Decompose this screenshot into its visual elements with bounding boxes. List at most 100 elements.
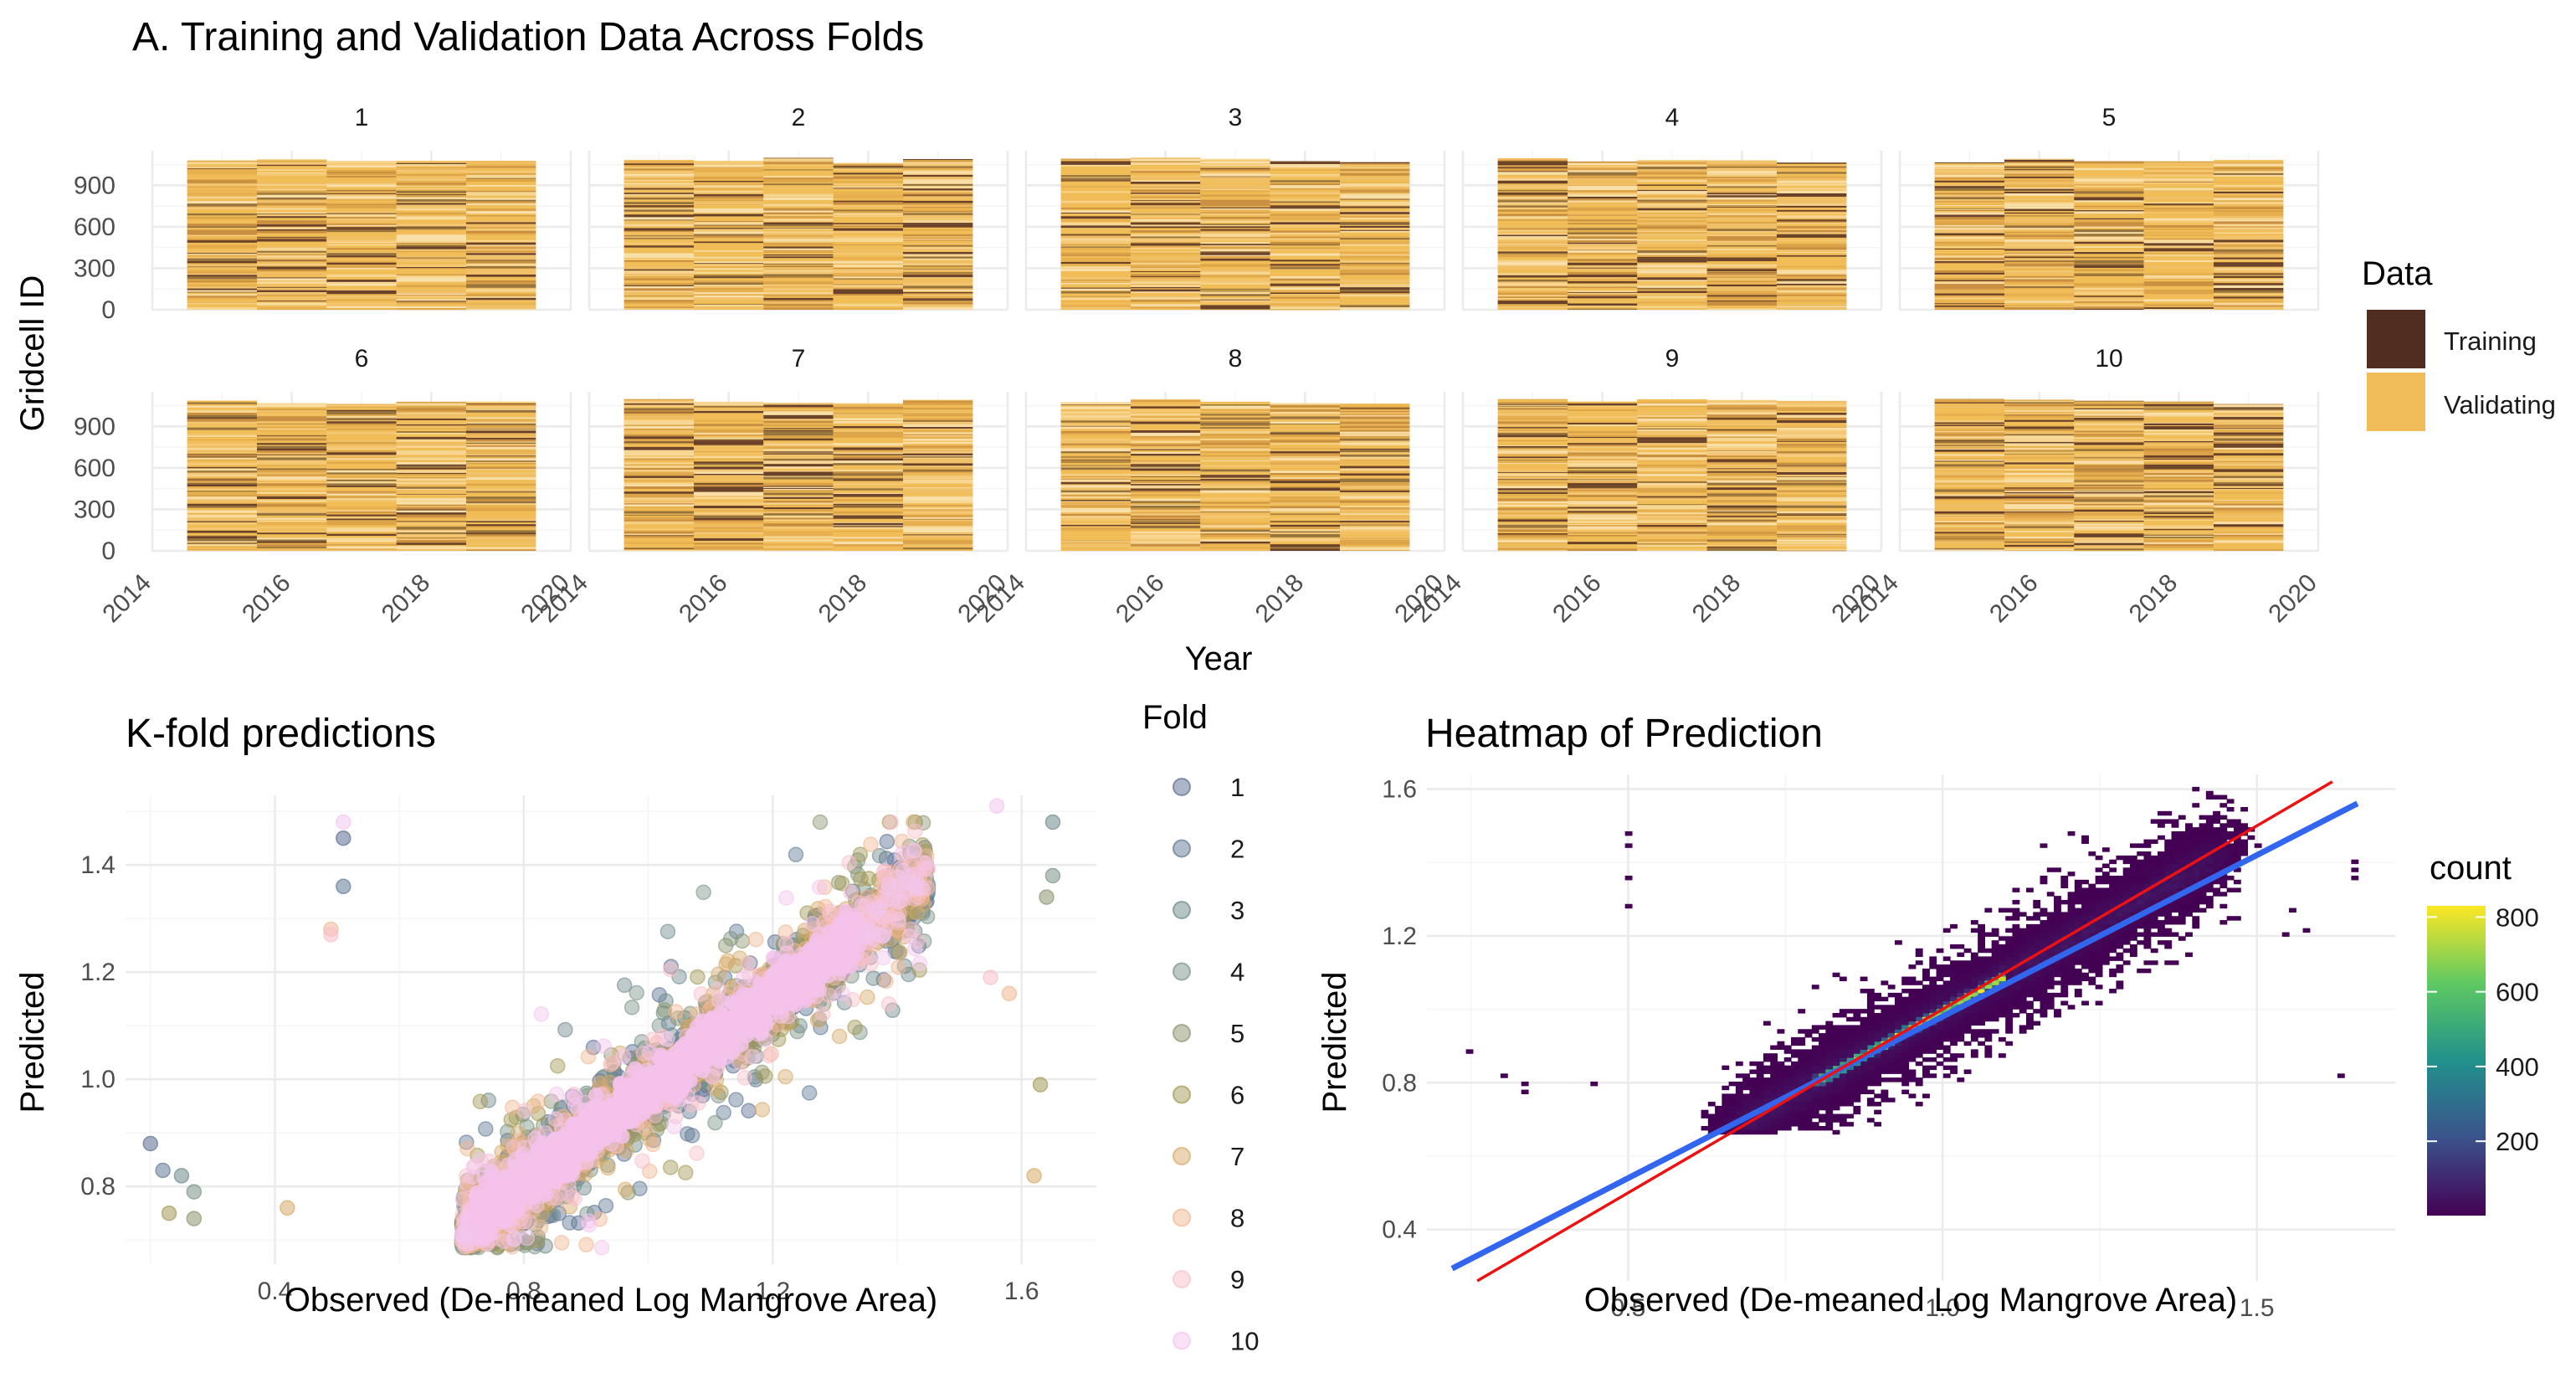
- tile-validating: [1637, 543, 1707, 545]
- tile-training: [326, 193, 397, 195]
- tile-validating: [1340, 482, 1410, 486]
- tile-validating: [1706, 448, 1777, 450]
- tile-training: [694, 180, 764, 183]
- tile-validating: [1497, 445, 1568, 446]
- tile-validating: [1131, 242, 1201, 244]
- tile-validating: [1934, 302, 2004, 304]
- tile-validating: [2004, 234, 2075, 235]
- tile-training: [1340, 465, 1410, 469]
- tile-validating: [763, 172, 834, 175]
- tile-validating: [1934, 270, 2004, 273]
- tile-validating: [1200, 245, 1270, 247]
- tile-validating: [2214, 278, 2284, 280]
- tile-validating: [1637, 502, 1707, 505]
- tile-validating: [1568, 170, 1638, 172]
- tile-validating: [1637, 414, 1707, 416]
- tile-validating: [1060, 465, 1131, 466]
- tile-validating: [833, 456, 903, 459]
- tile-validating: [1131, 213, 1201, 215]
- tile-validating: [1060, 540, 1131, 542]
- tile-validating: [1497, 424, 1568, 427]
- tile-validating: [2214, 427, 2284, 429]
- tile-validating: [903, 513, 973, 516]
- tile-validating: [1497, 262, 1568, 265]
- tile-validating: [1934, 492, 2004, 495]
- tile-validating: [694, 256, 764, 259]
- tile-training: [694, 276, 764, 279]
- tile-training: [694, 490, 764, 492]
- tile-validating: [466, 213, 536, 216]
- tile-validating: [1200, 177, 1270, 179]
- tile-validating: [694, 453, 764, 456]
- tile-validating: [466, 506, 536, 508]
- tile-validating: [1131, 204, 1201, 206]
- tile-validating: [2143, 255, 2214, 258]
- tile-validating: [2214, 497, 2284, 501]
- tile-validating: [694, 248, 764, 250]
- tile-validating: [2214, 176, 2284, 180]
- tile-validating: [1270, 461, 1340, 463]
- x-tick-label: 2018: [377, 569, 436, 629]
- tile-training: [694, 466, 764, 470]
- tile-validating: [326, 427, 397, 429]
- tile-validating: [1777, 173, 1847, 177]
- tile-validating: [2004, 525, 2075, 527]
- tile-validating: [2143, 429, 2214, 432]
- tile-validating: [2143, 533, 2214, 535]
- tile-validating: [396, 185, 466, 187]
- tile-validating: [326, 458, 397, 460]
- tile-validating: [2214, 230, 2284, 233]
- tile-validating: [1637, 407, 1707, 409]
- tile-validating: [1200, 414, 1270, 416]
- tile-validating: [1934, 250, 2004, 254]
- tile-validating: [1270, 536, 1340, 537]
- tile-validating: [694, 544, 764, 547]
- tile-training: [1340, 229, 1410, 231]
- tile-validating: [623, 429, 694, 433]
- tile-validating: [1131, 217, 1201, 219]
- tile-validating: [257, 184, 327, 186]
- tile-validating: [1340, 193, 1410, 195]
- tile-validating: [1777, 548, 1847, 551]
- tile-validating: [694, 437, 764, 440]
- tile-training: [326, 279, 397, 282]
- tile-validating: [1777, 512, 1847, 516]
- tile-validating: [1706, 234, 1777, 237]
- tile-validating: [2074, 285, 2144, 287]
- tile-validating: [326, 411, 397, 414]
- tile-validating: [694, 404, 764, 406]
- tile-validating: [1131, 208, 1201, 210]
- tile-validating: [1706, 414, 1777, 417]
- x-tick-label: 2016: [1984, 569, 2044, 629]
- tile-training: [257, 443, 327, 445]
- tile-validating: [1777, 414, 1847, 416]
- tile-validating: [623, 253, 694, 256]
- tile-validating: [2214, 429, 2284, 432]
- tile-validating: [623, 462, 694, 465]
- tile-training: [396, 472, 466, 474]
- tile-validating: [257, 263, 327, 265]
- tile-training: [187, 288, 257, 291]
- tile-validating: [833, 178, 903, 181]
- tile-training: [2004, 168, 2075, 171]
- tile-validating: [1706, 402, 1777, 405]
- tile-training: [1131, 406, 1201, 409]
- tile-validating: [1060, 467, 1131, 470]
- tile-validating: [1497, 239, 1568, 241]
- tile-validating: [1568, 521, 1638, 522]
- tile-validating: [1497, 296, 1568, 298]
- tile-validating: [623, 176, 694, 178]
- facet-strip-label: 5: [2102, 104, 2117, 131]
- tile-validating: [2143, 520, 2214, 523]
- tile-validating: [1200, 163, 1270, 165]
- tile-validating: [2143, 228, 2214, 230]
- tile-validating: [1497, 291, 1568, 294]
- tile-validating: [2143, 517, 2214, 520]
- tile-validating: [257, 220, 327, 224]
- tile-validating: [2004, 414, 2075, 417]
- tile-validating: [1200, 427, 1270, 429]
- tile-validating: [1934, 445, 2004, 447]
- tile-validating: [1497, 188, 1568, 190]
- tile-validating: [466, 517, 536, 520]
